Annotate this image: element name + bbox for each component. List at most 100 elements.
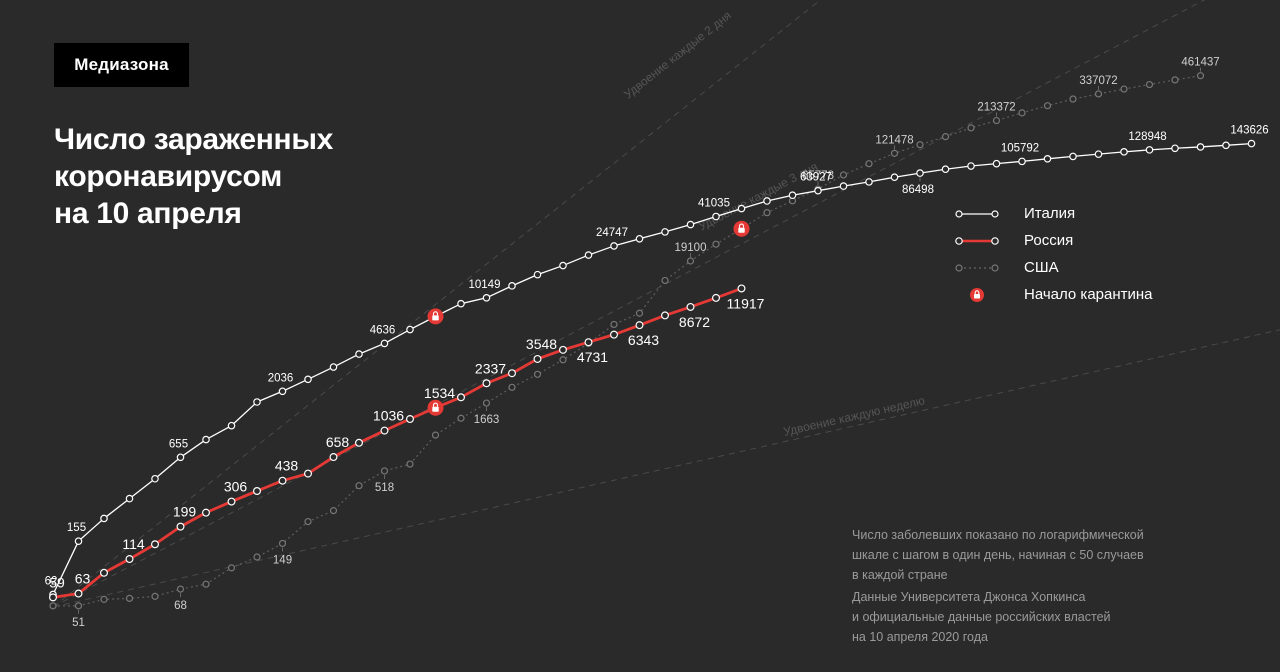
quarantine-lock-shackle [738, 223, 745, 228]
point-italy [1196, 143, 1205, 151]
point-italy [151, 474, 159, 483]
point-russia [151, 540, 160, 549]
point-italy [559, 261, 567, 270]
data-label-italy: 10149 [469, 279, 501, 291]
point-italy [355, 350, 363, 358]
point-italy [508, 282, 516, 290]
point-usa [1094, 90, 1103, 98]
data-label-italy: 86498 [902, 184, 934, 196]
point-italy [788, 191, 797, 200]
data-label-italy: 24747 [596, 227, 628, 239]
data-label-usa: 213372 [977, 102, 1015, 114]
point-italy [712, 212, 720, 221]
data-label-usa: 337072 [1079, 75, 1117, 87]
point-russia [227, 497, 236, 506]
point-usa [890, 149, 899, 157]
lock-icon [970, 287, 984, 302]
quarantine-lock-icon [427, 399, 444, 416]
point-russia [584, 338, 593, 347]
point-italy [737, 204, 746, 213]
data-label-russia: 2337 [475, 360, 506, 376]
point-usa [304, 517, 312, 526]
point-russia [278, 476, 287, 485]
data-label-russia: 59 [49, 574, 65, 590]
point-usa [559, 356, 567, 364]
data-label-usa: 121478 [875, 134, 913, 146]
title-line-1: Число зараженных [54, 123, 334, 156]
legend-item-russia: Россия [955, 227, 1215, 254]
point-usa [941, 133, 950, 141]
data-label-usa: 65778 [802, 170, 834, 182]
data-label-italy: 41035 [698, 197, 730, 209]
point-usa [1069, 95, 1077, 103]
scale-note: Число заболевших показано по логарифмиче… [852, 525, 1182, 585]
point-usa [533, 370, 542, 378]
source-note-line-2: и официальные данные российских властей [852, 610, 1111, 624]
point-italy [202, 435, 210, 444]
point-usa [355, 482, 363, 490]
point-italy [457, 299, 465, 308]
point-usa [635, 309, 644, 317]
point-russia [635, 321, 644, 330]
point-russia [202, 508, 211, 517]
data-label-russia: 4731 [577, 349, 608, 365]
quarantine-lock-icon [427, 308, 444, 325]
point-russia [253, 486, 262, 495]
source-note-line-1: Данные Университета Джонса Хопкинса [852, 590, 1086, 604]
data-label-russia: 6343 [628, 332, 659, 348]
data-label-italy: 655 [169, 438, 188, 450]
data-label-usa: 149 [273, 554, 292, 566]
point-russia [48, 593, 57, 602]
data-label-russia: 1036 [373, 408, 404, 424]
point-italy [941, 165, 950, 174]
point-usa [1196, 72, 1205, 80]
point-italy [1043, 155, 1052, 163]
data-label-russia: 1534 [424, 385, 455, 401]
quarantine-lock-shackle [432, 402, 439, 407]
data-label-usa: 518 [375, 482, 394, 494]
legend-swatch-russia [955, 236, 999, 245]
point-usa [329, 507, 338, 515]
legend-item-italy: Италия [955, 200, 1215, 227]
point-italy [763, 197, 771, 205]
point-usa [482, 399, 491, 407]
data-label-italy: 62 [45, 575, 58, 587]
data-label-russia: 438 [275, 458, 299, 474]
point-usa [380, 467, 389, 475]
data-label-italy: 155 [67, 522, 86, 534]
data-label-usa: 461437 [1181, 57, 1219, 69]
point-usa [967, 124, 975, 132]
quarantine-lock-body [738, 227, 745, 233]
reference-label-3: Удвоение каждую неделю [782, 393, 926, 439]
point-usa [1120, 85, 1128, 93]
point-italy [253, 398, 261, 406]
data-label-usa: 51 [72, 617, 85, 629]
point-russia [406, 415, 415, 424]
reference-line-1 [52, 0, 822, 608]
data-label-italy: 2036 [268, 372, 294, 384]
data-label-italy: 4636 [370, 324, 396, 336]
point-italy [176, 453, 185, 462]
point-italy [1120, 148, 1128, 156]
point-usa [202, 580, 210, 588]
data-label-usa: 1663 [474, 414, 500, 426]
point-russia [355, 438, 364, 447]
point-italy [1145, 146, 1154, 154]
point-italy [380, 339, 389, 348]
point-russia [74, 589, 83, 598]
point-usa [431, 431, 440, 439]
data-label-russia: 658 [326, 434, 350, 450]
point-usa [125, 594, 134, 602]
quarantine-lock-shackle [432, 311, 439, 316]
data-label-italy: 128948 [1128, 131, 1166, 143]
point-usa [763, 209, 771, 217]
point-italy [74, 537, 83, 545]
data-label-usa: 19100 [675, 242, 707, 254]
point-usa [151, 592, 159, 600]
point-usa [839, 171, 848, 179]
point-usa [992, 116, 1001, 125]
scale-note-line-2: шкале с шагом в один день, начиная с 50 … [852, 548, 1144, 562]
point-italy [1222, 141, 1230, 150]
point-russia [686, 302, 695, 311]
